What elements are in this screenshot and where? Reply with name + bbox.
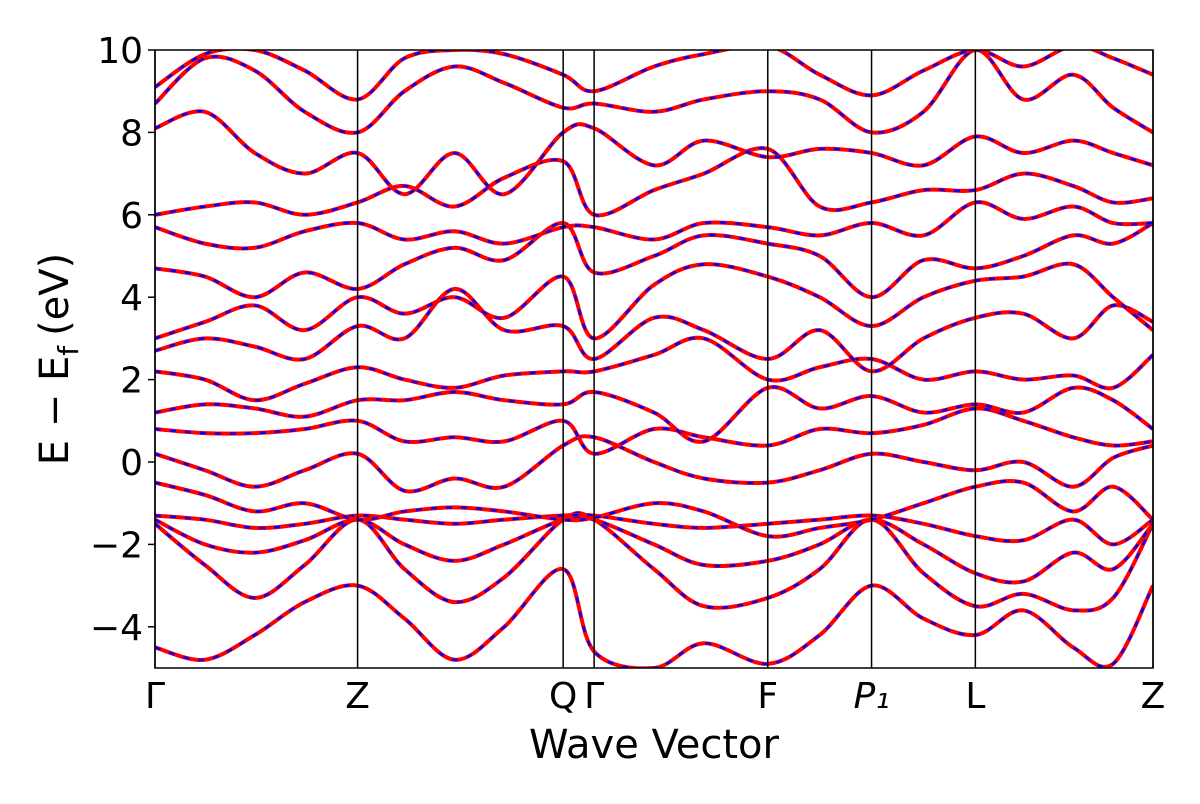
band-line xyxy=(155,109,1153,197)
band-line xyxy=(155,146,1153,218)
y-tick-label: 10 xyxy=(97,31,143,72)
y-axis-title-unit: (eV) xyxy=(32,253,78,336)
band-overlay xyxy=(155,479,1153,538)
band-line xyxy=(155,50,1153,102)
band-overlay xyxy=(155,262,1153,340)
x-tick-label: F xyxy=(757,676,778,717)
y-axis-title: E − Ef (eV) xyxy=(32,253,85,466)
x-tick-label: Γ xyxy=(145,676,165,717)
x-tick-label: Z xyxy=(1141,676,1166,717)
band-overlay xyxy=(155,221,1153,299)
band-line xyxy=(155,200,1153,251)
band-overlay xyxy=(155,511,1153,612)
y-tick-label: −4 xyxy=(90,608,143,649)
y-axis-title-sub: f xyxy=(52,345,85,356)
x-tick-label: Γ xyxy=(584,676,604,717)
band-overlay xyxy=(155,146,1153,217)
band-overlay xyxy=(155,407,1153,456)
y-tick-label: 4 xyxy=(120,278,143,319)
x-tick-label: Q xyxy=(549,676,577,717)
y-tick-label: 6 xyxy=(120,196,143,237)
y-tick-label: 0 xyxy=(120,443,143,484)
x-tick-label: P₁ xyxy=(853,676,889,717)
bands xyxy=(155,50,1153,668)
band-overlay xyxy=(155,567,1153,668)
y-tick-label: 2 xyxy=(120,361,143,402)
band-overlay xyxy=(155,50,1153,135)
band-line xyxy=(155,510,1153,613)
band-overlay xyxy=(155,287,1153,373)
band-overlay xyxy=(155,515,1153,584)
band-line xyxy=(155,434,1153,494)
band-line xyxy=(155,261,1153,341)
y-tick-label: −2 xyxy=(90,525,143,566)
band-overlay xyxy=(155,336,1153,402)
x-tick-label: L xyxy=(965,676,985,717)
band-line xyxy=(155,479,1153,539)
y-axis-title-main: E − E xyxy=(32,356,78,466)
x-tick-label: Z xyxy=(345,676,370,717)
band-line xyxy=(155,335,1153,403)
band-overlay xyxy=(155,109,1153,196)
band-line xyxy=(155,514,1153,585)
band-overlay xyxy=(155,50,1153,101)
band-overlay xyxy=(155,201,1153,250)
y-tick-label: 8 xyxy=(120,113,143,154)
band-overlay xyxy=(155,385,1153,444)
band-overlay xyxy=(155,513,1153,546)
x-axis-title: Wave Vector xyxy=(529,722,780,768)
